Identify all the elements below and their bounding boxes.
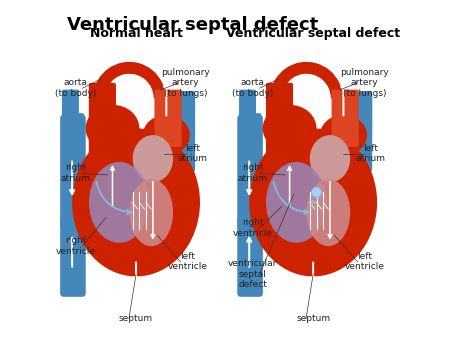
FancyBboxPatch shape	[345, 91, 372, 113]
FancyBboxPatch shape	[266, 83, 293, 154]
FancyBboxPatch shape	[346, 133, 371, 154]
Text: right
ventricle: right ventricle	[233, 218, 273, 238]
Ellipse shape	[89, 162, 149, 243]
Text: Ventricular septal defect: Ventricular septal defect	[67, 16, 318, 34]
Text: pulmonary
artery
(to lungs): pulmonary artery (to lungs)	[340, 68, 389, 98]
Ellipse shape	[86, 105, 139, 152]
Ellipse shape	[306, 179, 350, 246]
Ellipse shape	[320, 115, 367, 155]
Text: pulmonary
artery
(to lungs): pulmonary artery (to lungs)	[161, 68, 210, 98]
Text: septum: septum	[296, 314, 330, 323]
Text: left
ventricle: left ventricle	[167, 252, 208, 271]
Text: Normal heart: Normal heart	[90, 27, 182, 40]
FancyBboxPatch shape	[239, 90, 256, 120]
FancyBboxPatch shape	[171, 91, 195, 172]
Ellipse shape	[143, 115, 190, 155]
FancyBboxPatch shape	[170, 111, 195, 134]
Ellipse shape	[249, 129, 377, 276]
FancyBboxPatch shape	[332, 90, 359, 147]
Text: left
ventricle: left ventricle	[345, 252, 384, 271]
Ellipse shape	[129, 179, 173, 246]
FancyBboxPatch shape	[237, 216, 263, 297]
FancyBboxPatch shape	[60, 115, 86, 230]
Text: aorta
(to body): aorta (to body)	[232, 79, 273, 98]
Ellipse shape	[133, 135, 173, 182]
FancyBboxPatch shape	[239, 113, 261, 140]
Text: right
ventricle: right ventricle	[55, 236, 95, 256]
FancyBboxPatch shape	[346, 111, 372, 134]
Ellipse shape	[263, 105, 317, 152]
Text: right
atrium: right atrium	[237, 164, 268, 183]
Text: Ventricular septal defect: Ventricular septal defect	[226, 27, 400, 40]
FancyBboxPatch shape	[89, 83, 116, 154]
FancyBboxPatch shape	[237, 115, 263, 230]
Text: ventricular
septal
defect: ventricular septal defect	[228, 259, 277, 289]
Text: left
atrium: left atrium	[356, 144, 386, 164]
Text: aorta
(to body): aorta (to body)	[55, 79, 96, 98]
FancyBboxPatch shape	[155, 90, 182, 147]
Text: septum: septum	[119, 314, 153, 323]
FancyBboxPatch shape	[62, 90, 79, 120]
Ellipse shape	[310, 135, 350, 182]
Circle shape	[311, 187, 321, 197]
FancyBboxPatch shape	[239, 133, 256, 160]
Ellipse shape	[72, 129, 200, 276]
FancyBboxPatch shape	[348, 91, 372, 172]
FancyBboxPatch shape	[60, 216, 86, 297]
Ellipse shape	[266, 162, 327, 243]
FancyBboxPatch shape	[62, 113, 84, 140]
FancyBboxPatch shape	[170, 133, 193, 154]
Text: left
atrium: left atrium	[178, 144, 208, 164]
Text: right
atrium: right atrium	[61, 164, 91, 183]
FancyBboxPatch shape	[168, 91, 195, 113]
FancyBboxPatch shape	[62, 133, 79, 160]
